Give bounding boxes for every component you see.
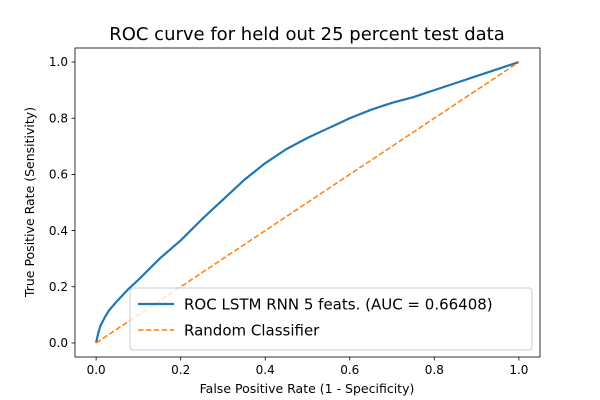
axes-frame	[74, 47, 541, 358]
legend-box	[129, 287, 533, 351]
y-tick-label: 0.6	[49, 168, 68, 182]
y-tick-label: 0.2	[49, 280, 68, 294]
legend-label-random: Random Classifier	[184, 322, 320, 340]
x-tick-label: 0.4	[256, 363, 275, 377]
x-tick-label: 0.0	[87, 363, 106, 377]
y-ticks: 0.0 0.2 0.4 0.6 0.8 1.0	[49, 55, 75, 350]
y-tick-label: 1.0	[49, 55, 68, 69]
x-tick-label: 0.6	[340, 363, 359, 377]
y-tick-label: 0.4	[49, 224, 68, 238]
chart-title: ROC curve for held out 25 percent test d…	[109, 24, 505, 45]
x-tick-label: 0.8	[425, 363, 444, 377]
series-lines	[95, 61, 520, 344]
legend-label-roc: ROC LSTM RNN 5 feats. (AUC = 0.66408)	[184, 296, 493, 314]
y-tick-label: 0.8	[49, 111, 68, 125]
y-axis-label: True Positive Rate (Sensitivity)	[22, 107, 37, 298]
x-tick-label: 1.0	[509, 363, 528, 377]
x-tick-label: 0.2	[171, 363, 190, 377]
random-classifier-line	[95, 61, 520, 344]
legend: ROC LSTM RNN 5 feats. (AUC = 0.66408) Ran…	[129, 287, 533, 351]
plot-area: 0.0 0.2 0.4 0.6 0.8 1.0 0.0 0.2 0.4 0.6 0.8 1.0	[49, 47, 541, 377]
roc-curve-line	[95, 61, 520, 344]
x-axis-label: False Positive Rate (1 - Specificity)	[200, 381, 415, 396]
y-tick-label: 0.0	[49, 336, 68, 350]
x-ticks: 0.0 0.2 0.4 0.6 0.8 1.0	[87, 357, 528, 377]
